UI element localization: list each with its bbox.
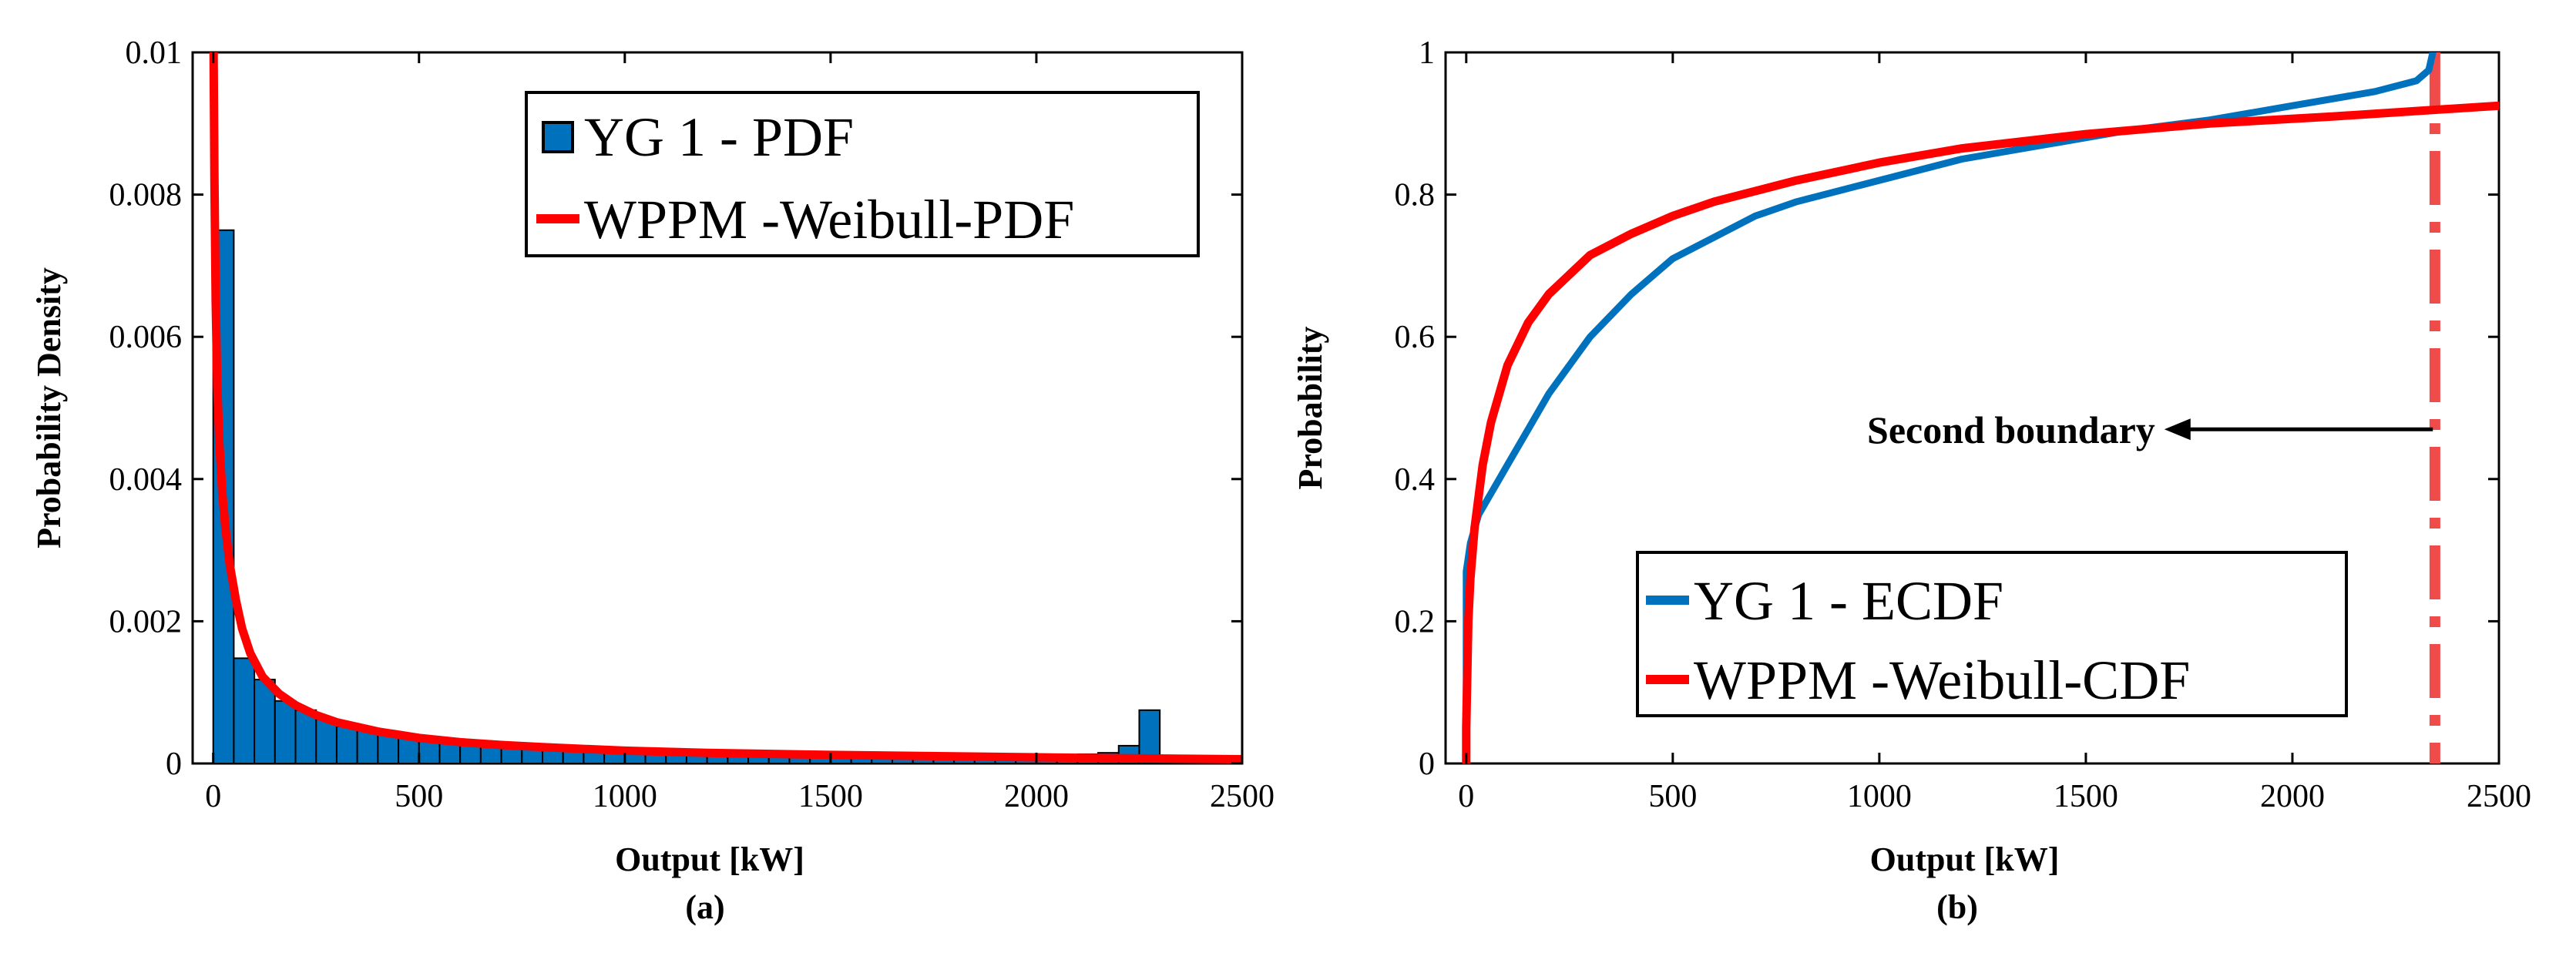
panel-a: 0 500 1000 1500 2000 2500 0 0.002 0.004 0.006 0.00… [30, 35, 1275, 926]
panel-b: 0 500 1000 1500 2000 2500 0 0.2 0.4 0.6 0.8 1 Output… [1291, 35, 2531, 926]
histogram-bar [356, 730, 379, 763]
y-axis-label: Probability Density [30, 267, 68, 549]
x-tick-label: 2000 [1004, 779, 1069, 814]
x-tick-label: 0 [1458, 779, 1474, 814]
y-tick-label: 0.01 [126, 35, 183, 71]
legend-swatch-hist [542, 121, 574, 153]
histogram-bar [315, 718, 338, 763]
legend: YG 1 - ECDF WPPM -Weibull-CDF [1636, 551, 2348, 717]
histogram-bar [418, 740, 441, 763]
y-tick-label: 0.4 [1395, 462, 1436, 498]
y-tick-label: 0 [166, 747, 182, 782]
histogram-bar [521, 748, 544, 763]
plot-area [1462, 52, 2499, 763]
x-tick-label: 1000 [1847, 779, 1912, 814]
x-tick-label: 2000 [2260, 779, 2325, 814]
legend-box [525, 91, 1200, 257]
histogram-bar [500, 747, 523, 763]
histogram-bar [459, 744, 482, 763]
legend-box [1636, 551, 2348, 717]
y-tick-label: 0.8 [1395, 178, 1436, 213]
panel-label: (a) [685, 888, 724, 926]
x-tick-label: 1000 [593, 779, 657, 814]
legend-label-pdf: YG 1 - PDF [584, 106, 854, 168]
y-tick-label: 0 [1419, 747, 1435, 782]
weibull-cdf-line [1462, 101, 2499, 763]
x-tick-label: 1500 [798, 779, 863, 814]
x-tick-label: 1500 [2054, 779, 2118, 814]
y-tick-label: 1 [1419, 35, 1435, 71]
y-tick-label: 0.008 [109, 178, 183, 213]
panel-label: (b) [1936, 888, 1978, 926]
annotation-arrowhead [2164, 418, 2191, 441]
x-tick-label: 500 [1648, 779, 1697, 814]
histogram-bar [398, 737, 420, 763]
legend-label-weibull: WPPM -Weibull-PDF [584, 189, 1074, 250]
y-tick-label: 0.2 [1395, 604, 1436, 639]
histogram-bar [274, 700, 297, 763]
plot-area [209, 52, 1242, 763]
y-axis-label: Probability [1291, 327, 1329, 490]
histogram-bar [233, 657, 256, 763]
weibull-pdf-line [209, 52, 1242, 763]
annotation-second-boundary: Second boundary [1867, 408, 2155, 451]
x-axis-label: Output [kW] [615, 841, 804, 878]
legend-label-cdf: WPPM -Weibull-CDF [1694, 649, 2190, 711]
legend-label-ecdf: YG 1 - ECDF [1694, 570, 2003, 632]
histogram-bar [377, 734, 400, 763]
x-axis-label: Output [kW] [1870, 841, 2060, 878]
y-tick-label: 0.002 [109, 604, 183, 639]
y-tick-label: 0.006 [109, 320, 183, 355]
x-tick-label: 500 [395, 779, 443, 814]
x-tick-label: 2500 [2467, 779, 2531, 814]
x-tick-label: 0 [205, 779, 221, 814]
ecdf-line [1463, 52, 2437, 763]
y-tick-label: 0.004 [109, 462, 183, 498]
legend: YG 1 - PDF WPPM -Weibull-PDF [525, 91, 1200, 257]
x-tick-label: 2500 [1210, 779, 1275, 814]
histogram-bar [335, 726, 358, 763]
y-tick-label: 0.6 [1395, 320, 1436, 355]
